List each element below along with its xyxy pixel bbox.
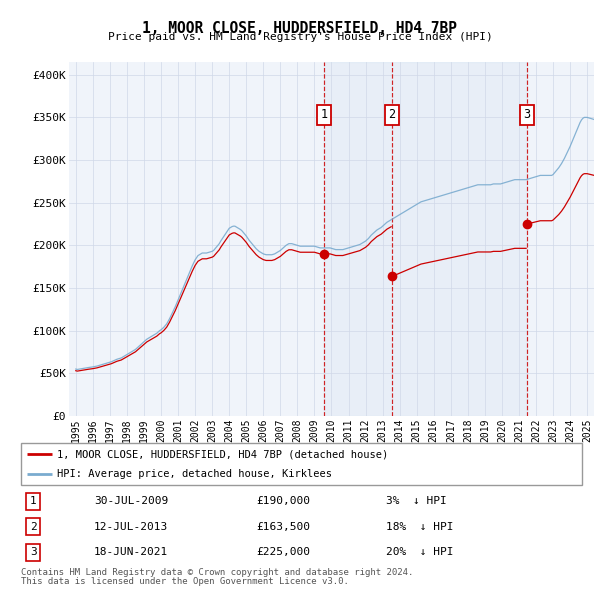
Text: £190,000: £190,000 bbox=[257, 496, 311, 506]
Text: 12-JUL-2013: 12-JUL-2013 bbox=[94, 522, 168, 532]
Text: 18%  ↓ HPI: 18% ↓ HPI bbox=[386, 522, 453, 532]
Text: 3: 3 bbox=[30, 547, 37, 557]
Text: 30-JUL-2009: 30-JUL-2009 bbox=[94, 496, 168, 506]
Text: 1: 1 bbox=[321, 109, 328, 122]
Text: 1: 1 bbox=[30, 496, 37, 506]
Text: 1, MOOR CLOSE, HUDDERSFIELD, HD4 7BP: 1, MOOR CLOSE, HUDDERSFIELD, HD4 7BP bbox=[143, 21, 458, 35]
Text: 3: 3 bbox=[523, 109, 530, 122]
Text: Price paid vs. HM Land Registry's House Price Index (HPI): Price paid vs. HM Land Registry's House … bbox=[107, 32, 493, 42]
Text: £225,000: £225,000 bbox=[257, 547, 311, 557]
Text: This data is licensed under the Open Government Licence v3.0.: This data is licensed under the Open Gov… bbox=[21, 577, 349, 586]
Text: Contains HM Land Registry data © Crown copyright and database right 2024.: Contains HM Land Registry data © Crown c… bbox=[21, 568, 413, 576]
Text: 20%  ↓ HPI: 20% ↓ HPI bbox=[386, 547, 453, 557]
Text: 3%  ↓ HPI: 3% ↓ HPI bbox=[386, 496, 446, 506]
Text: 1, MOOR CLOSE, HUDDERSFIELD, HD4 7BP (detached house): 1, MOOR CLOSE, HUDDERSFIELD, HD4 7BP (de… bbox=[58, 450, 389, 460]
Text: 2: 2 bbox=[30, 522, 37, 532]
Text: 2: 2 bbox=[388, 109, 395, 122]
FancyBboxPatch shape bbox=[21, 442, 582, 485]
Bar bbox=[325, 62, 527, 416]
Text: £163,500: £163,500 bbox=[257, 522, 311, 532]
Text: 18-JUN-2021: 18-JUN-2021 bbox=[94, 547, 168, 557]
Text: HPI: Average price, detached house, Kirklees: HPI: Average price, detached house, Kirk… bbox=[58, 470, 332, 479]
